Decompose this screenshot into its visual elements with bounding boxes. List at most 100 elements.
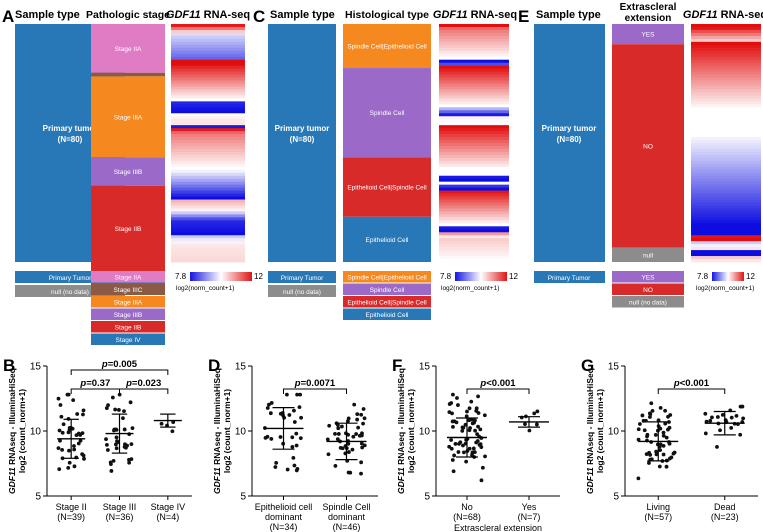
heatmap-cell bbox=[439, 47, 509, 52]
data-point bbox=[671, 451, 676, 456]
heatmap-cell bbox=[691, 56, 761, 61]
heatmap-cell bbox=[439, 50, 509, 55]
heatmap-cell bbox=[171, 247, 245, 251]
category-segment bbox=[91, 185, 165, 272]
p-symbol: p bbox=[79, 378, 86, 389]
data-point bbox=[474, 409, 479, 413]
significance-bracket bbox=[70, 388, 120, 394]
data-point bbox=[290, 445, 295, 449]
heatmap-cell bbox=[691, 47, 761, 52]
heatmap-cell bbox=[691, 181, 761, 186]
heatmap-cell bbox=[171, 181, 245, 186]
x-tick-label: Living bbox=[646, 502, 670, 512]
scale-max: 12 bbox=[746, 272, 755, 281]
category-segment-label: Epithelioid Cell|Spindle Cell bbox=[347, 185, 427, 192]
data-point bbox=[523, 422, 527, 427]
heatmap-cell bbox=[439, 223, 509, 227]
data-point bbox=[327, 423, 332, 428]
data-point bbox=[266, 402, 271, 407]
heatmap-cell bbox=[691, 134, 761, 138]
heatmap-cell bbox=[691, 35, 761, 40]
data-point bbox=[715, 415, 720, 419]
heatmap-cell bbox=[691, 199, 761, 203]
data-point bbox=[475, 432, 480, 437]
heatmap-cell bbox=[691, 38, 761, 43]
legend-label: Spindle Cell bbox=[370, 287, 405, 294]
p-symbol: p bbox=[294, 378, 301, 389]
heatmap-cell bbox=[691, 169, 761, 174]
heatmap-cell bbox=[691, 157, 761, 162]
heatmap-cell bbox=[439, 196, 509, 200]
heatmap-cell bbox=[171, 44, 245, 49]
heatmap-cell bbox=[439, 172, 509, 177]
data-point bbox=[450, 411, 454, 416]
heatmap-cell bbox=[439, 253, 509, 257]
p-value-label: p=0.005 bbox=[101, 359, 138, 370]
scale-min: 7.8 bbox=[697, 272, 709, 281]
heatmap-cell bbox=[691, 24, 761, 28]
data-point bbox=[56, 446, 61, 451]
heatmap-cell bbox=[171, 77, 245, 81]
heatmap-cell bbox=[439, 250, 509, 254]
panel-e-scale: 7.8 12 log2(norm_count+1) bbox=[696, 272, 755, 292]
legend-label: Stage IIA bbox=[115, 274, 142, 281]
data-point bbox=[76, 431, 81, 436]
heatmap-cell bbox=[691, 65, 761, 70]
heatmap-cell bbox=[171, 68, 245, 72]
heatmap-cell bbox=[171, 53, 245, 58]
legend-null-label: null (no data) bbox=[283, 289, 321, 296]
heatmap-cell bbox=[171, 217, 245, 221]
data-point bbox=[362, 443, 367, 448]
data-point bbox=[534, 422, 539, 427]
data-point bbox=[661, 433, 666, 438]
x-tick-label: Stage III bbox=[103, 502, 137, 512]
heatmap-cell bbox=[439, 41, 509, 46]
panel-c: C Sample type Histological type GDF11 RN… bbox=[253, 7, 518, 297]
y-axis-title-line2: log2 (count_norm+1) bbox=[17, 389, 27, 473]
data-point bbox=[81, 453, 86, 458]
heatmap-cell bbox=[691, 175, 761, 180]
heatmap-cell bbox=[439, 125, 509, 129]
data-point bbox=[354, 432, 359, 436]
heatmap-cell bbox=[439, 169, 509, 174]
heatmap-cell bbox=[691, 44, 761, 49]
data-point bbox=[295, 466, 300, 471]
data-point bbox=[333, 464, 338, 468]
data-point bbox=[72, 447, 77, 452]
panel-a: A Sample type Pathologic stage GDF11 RNA… bbox=[2, 7, 263, 297]
data-point bbox=[718, 428, 722, 433]
x-tick-label: Yes bbox=[522, 502, 537, 512]
data-point bbox=[127, 457, 131, 462]
heatmap-cell bbox=[439, 53, 509, 58]
panel-c-header-rnaseq: GDF11 RNA-seq bbox=[433, 9, 517, 21]
category-segment-label: Stage IIIB bbox=[114, 169, 143, 176]
data-point bbox=[480, 465, 485, 470]
data-point bbox=[346, 441, 351, 446]
legend-label: Spindle Cell|Epithelioid Cell bbox=[347, 274, 427, 281]
heatmap-cell bbox=[439, 145, 509, 150]
significance-bracket bbox=[466, 388, 530, 394]
y-tick-label: 15 bbox=[608, 362, 620, 373]
data-point bbox=[350, 447, 355, 452]
data-point bbox=[130, 426, 135, 431]
panel-e-ext-column: YES NO null bbox=[612, 24, 684, 262]
data-point bbox=[114, 442, 118, 447]
data-point bbox=[708, 418, 713, 423]
panel-a-gene-name: GDF11 bbox=[166, 9, 201, 21]
panel-f-dotplot: F 5 10 15 GDF11 RNAseq - IlluminaHiSeq log2 (… bbox=[392, 356, 560, 532]
data-point bbox=[326, 452, 331, 457]
data-point bbox=[66, 466, 71, 470]
panel-e-letter: E bbox=[518, 7, 529, 26]
data-point bbox=[738, 432, 743, 437]
heatmap-cell bbox=[439, 232, 509, 236]
heatmap-cell bbox=[439, 193, 509, 197]
y-axis-gene: GDF11 bbox=[585, 467, 595, 494]
legend-swatch bbox=[91, 271, 165, 283]
heatmap-cell bbox=[171, 226, 245, 230]
heatmap-cell bbox=[691, 163, 761, 168]
data-point bbox=[292, 420, 297, 424]
data-point bbox=[80, 431, 85, 435]
x-tick-label: No bbox=[461, 502, 473, 512]
heatmap-cell bbox=[439, 29, 509, 34]
